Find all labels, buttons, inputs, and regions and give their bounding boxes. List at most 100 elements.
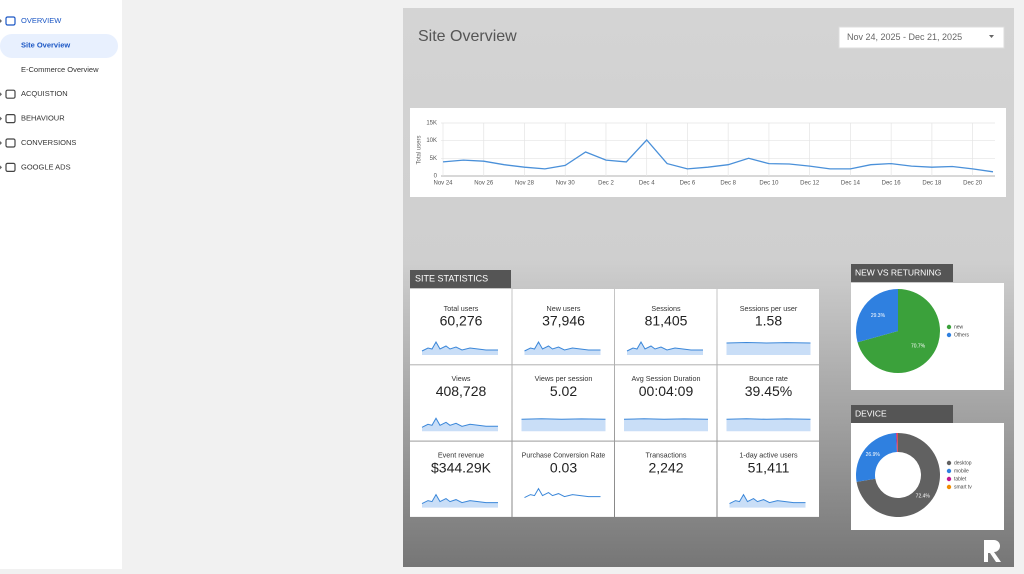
x-tick-label: Nov 24 [433, 181, 453, 187]
slice [856, 289, 898, 343]
nav-item[interactable]: OVERVIEW [21, 16, 62, 25]
stat-value: $344.29K [431, 459, 492, 475]
stat-value: 1.58 [755, 313, 782, 329]
x-tick-label: Dec 16 [882, 181, 902, 187]
device-title: DEVICE [855, 408, 887, 418]
device-header [851, 405, 953, 423]
nav-icon [5, 138, 16, 148]
nvr-pie: 70.7% new 29.3% Others [856, 289, 970, 374]
nav-item[interactable]: Site Overview [21, 40, 70, 49]
nav-caret [0, 116, 2, 121]
x-tick-label: Nov 26 [474, 181, 494, 187]
line-chart: 0 5K 10K 15K Nov 24 Nov 26 Nov 28 Nov 30 Dec 2 De… [426, 121, 995, 187]
y-tick-label: 0 [434, 174, 438, 180]
nav-item[interactable]: CONVERSIONS [21, 138, 76, 147]
slice-label: 26.9% [866, 452, 881, 458]
nav-item[interactable]: E-Commerce Overview [21, 65, 99, 74]
nvr-title: NEW VS RETURNING [855, 267, 941, 277]
legend-label: desktop [954, 460, 972, 466]
stat-card [512, 441, 614, 517]
date-range[interactable]: Nov 24, 2025 - Dec 21, 2025 [847, 32, 962, 42]
stat-label: Bounce rate [749, 374, 788, 383]
legend-label: mobile [954, 468, 969, 474]
legend-swatch [946, 324, 952, 330]
logo [984, 540, 1001, 562]
x-tick-label: Nov 30 [556, 181, 576, 187]
nav-icon [5, 162, 16, 172]
date-picker[interactable] [838, 26, 1005, 49]
x-tick-label: Dec 14 [841, 181, 861, 187]
legend-swatch [946, 468, 952, 474]
sparkline-area [726, 342, 811, 355]
x-tick-label: Dec 2 [598, 181, 614, 187]
x-tick-label: Dec 12 [800, 181, 820, 187]
sparkline [521, 418, 606, 420]
sparkline-area [624, 418, 708, 432]
stat-value: 00:04:09 [639, 383, 694, 399]
sparkline-area [521, 418, 606, 432]
nav-caret [0, 19, 2, 23]
stat-value: 60,276 [440, 313, 483, 329]
report-title: Site Overview [418, 28, 517, 45]
legend-label: smart tv [954, 484, 972, 490]
nav-caret [0, 92, 2, 97]
nav-icon [5, 89, 16, 99]
legend-swatch [946, 484, 952, 490]
line [442, 139, 994, 173]
stat-value: 37,946 [542, 313, 585, 329]
legend-swatch [946, 476, 952, 482]
slice [897, 433, 898, 453]
legend-swatch [946, 332, 952, 338]
y-tick-label: 15K [426, 121, 437, 127]
stat-value: 51,411 [748, 459, 790, 475]
y-tick-label: 5K [430, 156, 437, 162]
slice-label: 72.4% [916, 493, 931, 499]
nav-caret [0, 141, 2, 145]
stat-label: New users [547, 304, 581, 313]
dropdown-arrow [989, 35, 994, 38]
stat-value: 81,405 [645, 313, 688, 329]
stats-title: SITE STATISTICS [415, 273, 488, 283]
slice [856, 433, 897, 482]
nav-selected-bg [0, 34, 118, 58]
nav-icon [5, 113, 16, 124]
stat-value: 5.02 [550, 383, 577, 399]
nav-item[interactable]: BEHAVIOUR [21, 114, 65, 123]
nav-icon [5, 16, 16, 26]
nav-item[interactable]: GOOGLE ADS [21, 162, 71, 171]
nvr-header [851, 264, 953, 282]
legend-swatch [946, 460, 952, 466]
slice [857, 289, 940, 374]
nav: OVERVIEW Site Overview E-Commerce Overview… [0, 16, 99, 172]
stat-label: Views per session [535, 374, 593, 383]
slice-label: 70.7% [911, 344, 926, 350]
x-tick-label: Dec 10 [759, 181, 779, 187]
stat-label: Purchase Conversion Rate [522, 452, 606, 459]
sidebar [0, 0, 122, 569]
sparkline [623, 418, 709, 420]
stat-value: 0.03 [550, 459, 577, 475]
sparkline [726, 342, 811, 344]
stat-value: 2,242 [648, 459, 683, 475]
stats-header [410, 270, 511, 288]
device-donut: 72.4% desktop 26.9% mobile tablet smart tv [856, 433, 972, 517]
stat-label: Views [451, 374, 470, 383]
slice [856, 433, 941, 517]
x-tick-label: Dec 8 [720, 181, 736, 187]
nav-caret [0, 165, 2, 170]
nav-item[interactable]: ACQUISTION [21, 89, 68, 98]
sparkline-area [726, 418, 811, 432]
stat-label: Sessions per user [740, 304, 798, 313]
legend-label: Others [954, 332, 970, 338]
x-tick-label: Nov 28 [515, 181, 535, 187]
stat-label: 1-day active users [739, 451, 798, 460]
legend-label: tablet [954, 476, 967, 482]
stat-label: Event revenue [438, 451, 484, 460]
line-chart-card [410, 108, 1006, 197]
y-axis-label: Total users [417, 135, 423, 164]
slice [896, 433, 898, 453]
legend-label: new [954, 324, 964, 330]
stat-card [615, 441, 717, 517]
